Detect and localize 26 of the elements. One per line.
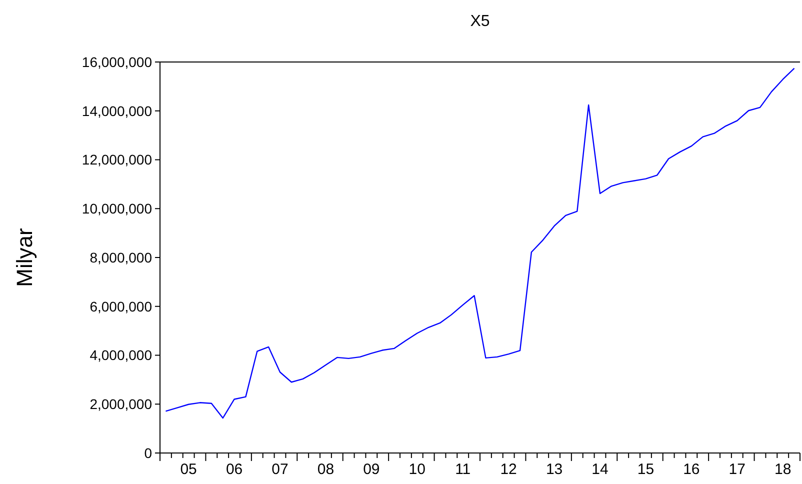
y-tick-label: 0 bbox=[144, 444, 152, 461]
y-tick-label: 12,000,000 bbox=[82, 152, 152, 168]
x-tick-label: 05 bbox=[180, 461, 197, 478]
y-tick-label: 14,000,000 bbox=[82, 102, 152, 119]
chart-title: X5 bbox=[470, 13, 490, 30]
x-tick-label: 17 bbox=[728, 461, 746, 478]
x-tick-label: 09 bbox=[363, 461, 380, 478]
x-tick-label: 06 bbox=[226, 461, 243, 478]
x-tick-label: 12 bbox=[500, 461, 517, 478]
y-tick-label: 6,000,000 bbox=[90, 298, 152, 314]
x-tick-label: 11 bbox=[455, 461, 471, 478]
line-series bbox=[165, 68, 795, 419]
y-tick-label: 4,000,000 bbox=[90, 347, 152, 364]
x-tick-label: 18 bbox=[774, 461, 792, 478]
y-tick-label: 8,000,000 bbox=[90, 249, 152, 266]
x-tick-label: 08 bbox=[317, 461, 334, 478]
x-tick-label: 16 bbox=[683, 461, 700, 478]
x-tick-label: 10 bbox=[408, 461, 426, 478]
y-tick-label: 10,000,000 bbox=[82, 200, 152, 217]
y-tick-label: 16,000,000 bbox=[82, 54, 152, 70]
x-tick-label: 13 bbox=[546, 461, 563, 478]
x-tick-label: 07 bbox=[272, 461, 288, 478]
y-axis-title: Milyar bbox=[12, 228, 37, 287]
x-tick-label: 15 bbox=[637, 461, 654, 478]
x-tick-label: 14 bbox=[592, 461, 608, 478]
y-tick-label: 2,000,000 bbox=[90, 396, 152, 412]
